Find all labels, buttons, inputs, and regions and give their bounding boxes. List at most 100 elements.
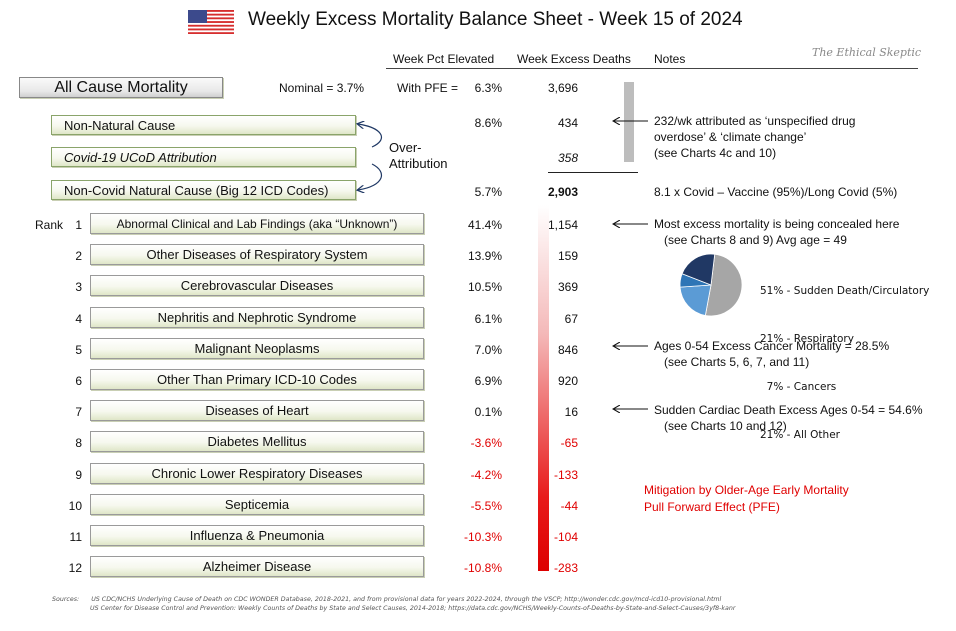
sources: Sources: US CDC/NCHS Underlying Cause of… (52, 595, 736, 613)
rank-number: 3 (75, 280, 82, 294)
rank-row-label: Chronic Lower Respiratory Diseases (90, 463, 424, 484)
header-pct: Week Pct Elevated (393, 52, 495, 66)
rank-number: 12 (68, 561, 82, 575)
rank-row-pct: 0.1% (474, 405, 502, 419)
pie-slice-circulatory (704, 253, 743, 317)
non-natural-deaths: 434 (557, 116, 578, 130)
rank-row-label: Septicemia (90, 494, 424, 515)
rank-row-deaths: -104 (553, 530, 578, 544)
rank-row-pct: 7.0% (474, 343, 502, 357)
rank-number: 10 (68, 499, 82, 513)
header-deaths: Week Excess Deaths (517, 52, 631, 66)
rank-row-label: Nephritis and Nephrotic Syndrome (90, 307, 424, 328)
rank-row-deaths: -65 (560, 436, 578, 450)
pie-slice-other (681, 253, 716, 286)
nominal-label: Nominal = 3.7% (279, 81, 365, 95)
rank-row-label: Other Than Primary ICD-10 Codes (90, 369, 424, 390)
pfe-label: With PFE = (397, 81, 459, 95)
rank-row-deaths: -283 (553, 561, 578, 575)
rank-row-label: Diseases of Heart (90, 400, 424, 421)
sources-label: Sources: (52, 596, 80, 603)
non-natural-note-line2: overdose’ & ‘climate change’ (654, 130, 807, 144)
rank-number: 11 (69, 530, 82, 544)
rank-row-pct: 41.4% (467, 218, 502, 232)
sources-line1: US CDC/NCHS Underlying Cause of Death on… (91, 596, 722, 603)
sum-rule (548, 172, 638, 173)
rank-number: 6 (75, 374, 82, 388)
pie-chart (679, 253, 743, 317)
pie-legend-item-respiratory: 21% - Respiratory (760, 333, 854, 345)
rank-number: 5 (75, 343, 82, 357)
gray-bracket-bar (624, 82, 634, 162)
non-natural-box: Non-Natural Cause (51, 115, 356, 135)
rank-number: 2 (75, 249, 82, 263)
rank-number: 7 (75, 405, 82, 419)
rank-number: 8 (75, 436, 82, 450)
header-notes: Notes (654, 52, 686, 66)
pie-legend: 51% - Sudden Death/Circulatory 21% - Res… (760, 251, 929, 459)
cancer-note-line2: (see Charts 5, 6, 7, and 11) (664, 355, 810, 369)
rank-row-pct: -5.5% (470, 499, 502, 513)
non-natural-note-line1: 232/wk attributed as ‘unspecified drug (654, 114, 856, 128)
page-title: Weekly Excess Mortality Balance Sheet - … (248, 9, 743, 30)
pfe-note-line2: Pull Forward Effect (PFE) (644, 500, 780, 514)
unknown-note-line1: Most excess mortality is being concealed… (654, 217, 900, 231)
covid-deaths: 358 (557, 151, 578, 165)
non-covid-note: 8.1 x Covid – Vaccine (95%)/Long Covid (… (654, 185, 898, 199)
gradient-bar (538, 205, 549, 571)
over-attribution-line2: Attribution (389, 156, 448, 171)
rank-row-pct: -10.8% (463, 561, 502, 575)
rank-row-label: Other Diseases of Respiratory System (90, 244, 424, 265)
rank-row-label: Abnormal Clinical and Lab Findings (aka … (90, 213, 424, 234)
non-natural-pct: 8.6% (474, 116, 502, 130)
rank-row-deaths: 1,154 (547, 218, 578, 232)
rank-row-label: Diabetes Mellitus (90, 431, 424, 452)
non-covid-deaths: 2,903 (547, 185, 578, 199)
rank-row-deaths: -44 (560, 499, 578, 513)
non-covid-box: Non-Covid Natural Cause (Big 12 ICD Code… (51, 180, 356, 200)
rank-number: 9 (75, 468, 82, 482)
rank-row-label: Cerebrovascular Diseases (90, 275, 424, 296)
rank-row-pct: -4.2% (470, 468, 502, 482)
pie-legend-item-other: 21% - All Other (760, 429, 840, 441)
heart-note-line2: (see Charts 10 and 12) (664, 419, 787, 433)
over-attribution-line1: Over- (389, 140, 422, 155)
pie-legend-item-circulatory: 51% - Sudden Death/Circulatory (760, 285, 930, 297)
all-cause-deaths: 3,696 (547, 81, 578, 95)
cancer-note: Ages 0-54 Excess Cancer Mortality = 28.5… (654, 338, 889, 370)
cancer-note-line1: Ages 0-54 Excess Cancer Mortality = 28.5… (654, 339, 890, 353)
non-natural-note: 232/wk attributed as ‘unspecified drug o… (654, 113, 855, 161)
rank-row-pct: 6.1% (474, 312, 502, 326)
non-covid-pct: 5.7% (474, 185, 502, 199)
rank-row-label: Malignant Neoplasms (90, 338, 424, 359)
rank-row-deaths: 159 (557, 249, 578, 263)
heart-note-line1: Sudden Cardiac Death Excess Ages 0-54 = … (654, 403, 923, 417)
pie-legend-item-cancers: 7% - Cancers (760, 381, 837, 393)
rank-row-deaths: 67 (564, 312, 578, 326)
all-cause-box: All Cause Mortality (19, 77, 223, 98)
rank-row-pct: 13.9% (467, 249, 502, 263)
rank-row-deaths: 920 (557, 374, 578, 388)
unknown-note: Most excess mortality is being concealed… (654, 216, 899, 248)
heart-note: Sudden Cardiac Death Excess Ages 0-54 = … (654, 402, 923, 434)
rank-row-deaths: 369 (557, 280, 578, 294)
over-attribution-arrow-up (358, 124, 383, 148)
us-flag-icon (188, 10, 234, 34)
rank-row-deaths: 16 (564, 405, 578, 419)
over-attribution-arrow-down (358, 163, 383, 190)
pie-slice-respiratory (679, 284, 712, 316)
rank-row-label: Influenza & Pneumonia (90, 525, 424, 546)
all-cause-pct: 6.3% (474, 81, 502, 95)
header-rule (386, 68, 918, 69)
pfe-note-line1: Mitigation by Older-Age Early Mortality (644, 483, 849, 497)
brand-watermark: The Ethical Skeptic (812, 46, 922, 59)
rank-row-deaths: -133 (553, 468, 578, 482)
rank-row-deaths: 846 (557, 343, 578, 357)
rank-label: Rank (35, 218, 64, 232)
rank-number: 1 (75, 218, 82, 232)
sources-line2: US Center for Disease Control and Preven… (90, 605, 736, 612)
rank-number: 4 (75, 312, 82, 326)
covid-box: Covid-19 UCoD Attribution (51, 147, 356, 167)
rank-row-pct: -3.6% (470, 436, 502, 450)
pfe-note: Mitigation by Older-Age Early Mortality … (644, 482, 849, 516)
